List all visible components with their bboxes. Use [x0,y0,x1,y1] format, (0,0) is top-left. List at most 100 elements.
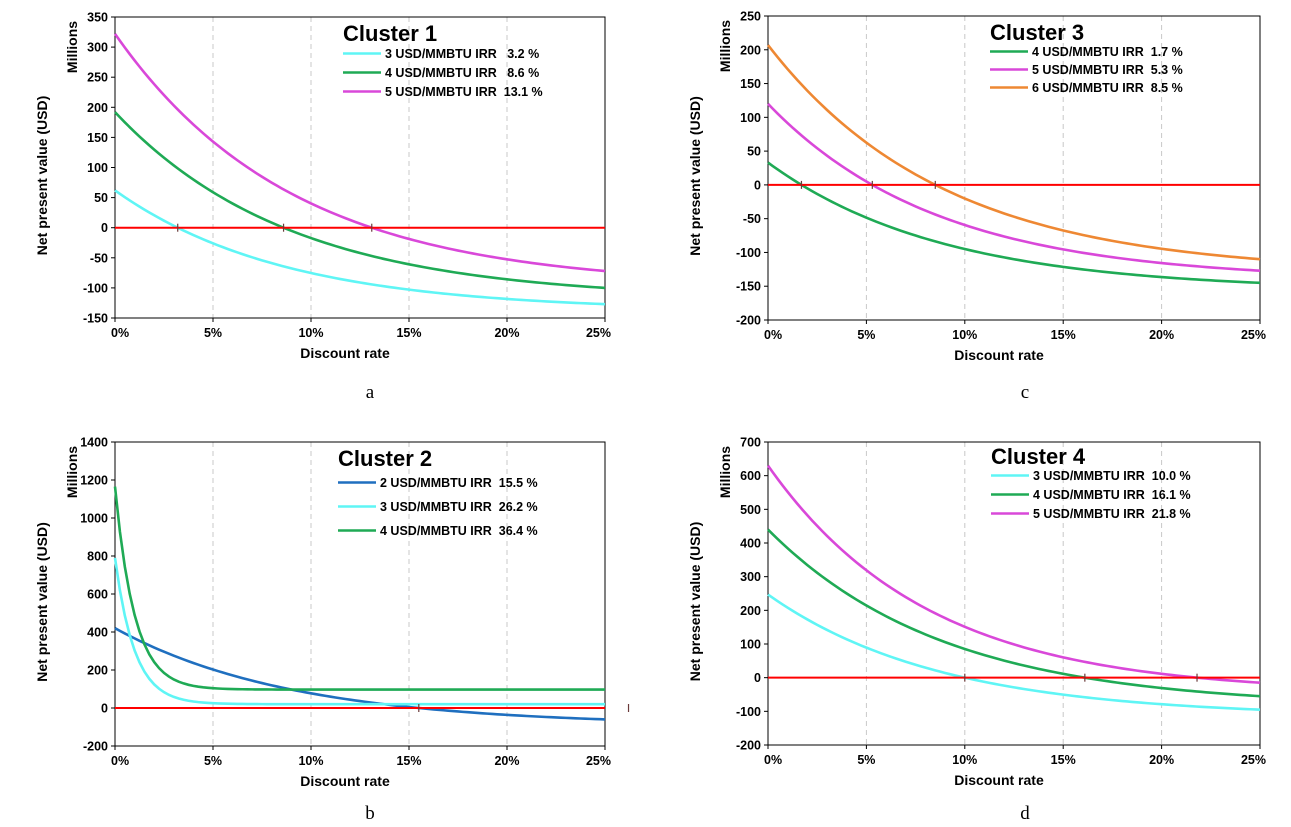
y-tick-label: 700 [740,436,761,450]
panel-letter: a [366,382,375,403]
series-line [114,189,606,306]
x-tick-label: 10% [298,326,323,340]
y-axis-unit: Millions [717,20,733,72]
series-line [113,557,605,706]
y-tick-label: -100 [736,705,761,719]
y-tick-label: 600 [740,469,761,483]
x-tick-label: 20% [1149,328,1174,342]
chart-panel-b: -200 0 200 400 600 800 1000 1200 1400 0% 5% 10% 15% 2… [34,436,630,824]
legend-label: 5 USD/MMBTU IRR 21.8 % [1033,507,1191,521]
chart-panel-c: -200 -150 -100 -50 0 50 100 150 200 250 0% 5% 10% 15%… [687,10,1266,404]
y-axis-title: Net present value (USD) [687,96,703,255]
y-tick-label: -200 [736,739,761,753]
y-tick-label: 150 [87,131,108,145]
cluster-title: Cluster 3 [990,20,1084,45]
x-axis-title: Discount rate [300,345,390,361]
cluster-title: Cluster 1 [343,21,437,46]
x-tick-label: 25% [1241,328,1266,342]
series-line [114,111,606,290]
y-tick-label: 300 [740,570,761,584]
legend-label: 3 USD/MMBTU IRR 3.2 % [385,47,539,61]
y-tick-label: 200 [740,604,761,618]
cluster-title: Cluster 4 [991,444,1086,469]
y-tick-label: 1200 [80,474,108,488]
y-tick-label: 400 [87,626,108,640]
series-line [767,161,1261,285]
y-tick-label: -100 [736,246,761,260]
y-tick-label: -50 [743,212,761,226]
x-tick-label: 25% [586,754,611,768]
y-tick-label: 0 [754,671,761,685]
legend-label: 3 USD/MMBTU IRR 10.0 % [1033,469,1191,483]
series-line [114,627,606,721]
y-tick-label: -50 [90,251,108,265]
y-tick-label: 0 [754,178,761,192]
x-tick-label: 25% [586,326,611,340]
y-tick-label: -150 [83,312,108,326]
x-tick-label: 5% [204,754,222,768]
y-axis-unit: Millions [717,446,733,498]
series-line [113,33,606,273]
x-tick-label: 0% [111,326,129,340]
x-tick-label: 5% [204,326,222,340]
y-axis-title: Net present value (USD) [34,522,50,681]
y-tick-label: 200 [87,664,108,678]
y-tick-label: 300 [87,41,108,55]
legend-label: 4 USD/MMBTU IRR 8.6 % [385,66,539,80]
series-line [113,486,605,691]
x-tick-label: 15% [1051,328,1076,342]
legend-label: 4 USD/MMBTU IRR 36.4 % [380,524,538,538]
y-axis-unit: Millions [64,21,80,73]
y-tick-label: -100 [83,281,108,295]
y-tick-label: 100 [740,111,761,125]
x-axis-title: Discount rate [954,347,1044,363]
legend-label: 5 USD/MMBTU IRR 5.3 % [1032,63,1183,77]
x-tick-label: 5% [857,328,875,342]
y-axis-title: Net present value (USD) [687,522,703,681]
y-tick-label: 250 [87,71,108,85]
y-tick-label: 800 [87,550,108,564]
y-axis-title: Net present value (USD) [34,96,50,255]
legend-label: 5 USD/MMBTU IRR 13.1 % [385,85,543,99]
x-tick-label: 25% [1241,753,1266,767]
x-tick-label: 20% [494,326,519,340]
y-tick-label: -200 [736,314,761,328]
x-tick-label: 15% [396,326,421,340]
cluster-title: Cluster 2 [338,446,432,471]
series-line [766,44,1261,261]
plot-frame [767,441,1261,746]
x-tick-label: 0% [764,753,782,767]
plot-frame [767,15,1261,321]
panel-letter: c [1021,382,1029,403]
y-tick-label: 200 [87,101,108,115]
y-tick-label: 50 [94,191,108,205]
legend-label: 4 USD/MMBTU IRR 16.1 % [1033,488,1191,502]
y-tick-label: 350 [87,11,108,25]
series-line [766,464,1261,685]
y-tick-label: 0 [101,702,108,716]
y-tick-label: -150 [736,280,761,294]
y-tick-label: 1400 [80,436,108,450]
series-line [767,102,1261,272]
y-tick-label: 100 [740,638,761,652]
x-axis-title: Discount rate [954,772,1044,788]
y-tick-label: 200 [740,43,761,57]
legend-label: 6 USD/MMBTU IRR 8.5 % [1032,81,1183,95]
x-tick-label: 20% [1149,753,1174,767]
legend-label: 2 USD/MMBTU IRR 15.5 % [380,476,538,490]
y-tick-label: 100 [87,161,108,175]
y-tick-label: 1000 [80,512,108,526]
y-tick-label: 250 [740,10,761,24]
series-line [767,528,1261,698]
y-tick-label: 0 [101,221,108,235]
plot-frame [114,16,606,319]
y-tick-label: 150 [740,77,761,91]
x-axis-title: Discount rate [300,773,390,789]
x-tick-label: 0% [764,328,782,342]
y-tick-label: 50 [747,145,761,159]
x-tick-label: 10% [952,328,977,342]
chart-panel-a: -150 -100 -50 0 50 100 150 200 250 300 350 0% 5% 10% 1… [34,11,611,404]
x-tick-label: 10% [298,754,323,768]
panel-letter: d [1020,803,1030,824]
